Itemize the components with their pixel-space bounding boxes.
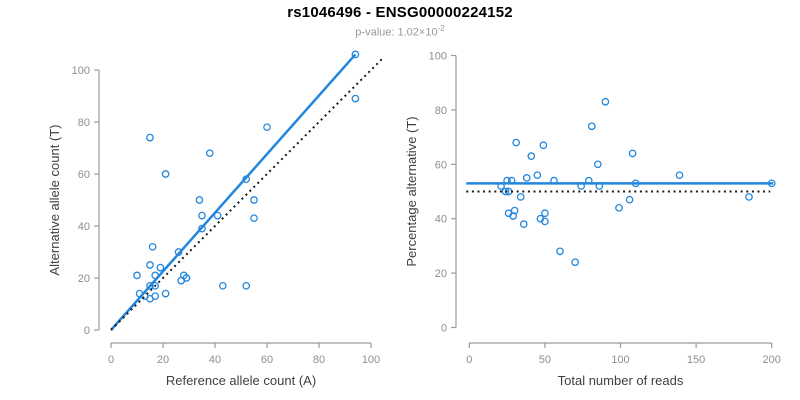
chart-title: rs1046496 - ENSG00000224152	[287, 4, 513, 21]
data-point	[501, 187, 510, 196]
data-point	[587, 122, 596, 131]
data-point	[146, 281, 154, 290]
data-point	[205, 149, 214, 158]
data-point	[198, 224, 206, 233]
x-tick-label: 50	[539, 354, 551, 366]
data-point	[218, 281, 227, 290]
data-point	[156, 263, 165, 272]
data-point	[522, 174, 531, 182]
x-tick-label: 40	[209, 354, 221, 366]
x-tick-label: 60	[261, 354, 273, 366]
data-point	[571, 258, 579, 267]
data-point	[182, 274, 191, 282]
data-point	[510, 206, 519, 215]
x-tick-label: 80	[313, 354, 325, 366]
y-tick-label: 100	[429, 51, 447, 63]
panel-percentage-vs-reads: 0 20 40 60 80 100 0 50 100 150 200 Total number of …	[404, 51, 781, 389]
data-point	[161, 289, 170, 298]
x-tick-label: 100	[362, 354, 380, 366]
data-point	[745, 193, 753, 201]
y-tick-label: 60	[435, 159, 447, 171]
y-tick-label: 40	[78, 221, 90, 233]
data-point	[625, 195, 634, 204]
y-tick-label: 80	[435, 105, 447, 117]
data-point	[539, 141, 548, 150]
p-value-subtitle: p-value: 1.02×10-2	[0, 24, 800, 39]
data-point	[263, 123, 271, 132]
x-tick-label: 150	[687, 354, 705, 366]
y-tick-label: 20	[435, 268, 447, 280]
data-point	[675, 171, 684, 180]
data-point	[556, 247, 564, 256]
data-point	[512, 138, 521, 147]
y-axis-title: Alternative allele count (T)	[47, 124, 62, 275]
data-point	[151, 281, 160, 290]
y-tick-label: 0	[441, 323, 447, 335]
x-tick-label: 100	[611, 354, 629, 366]
data-point	[146, 261, 154, 269]
data-point	[146, 133, 154, 142]
x-tick-label: 0	[466, 354, 472, 366]
data-point	[541, 209, 549, 218]
data-point	[628, 149, 637, 158]
data-point	[148, 242, 157, 251]
data-point	[527, 152, 536, 160]
data-point	[601, 97, 610, 106]
panel-allele-counts: 0 20 40 60 80 100 0 20 40 60 80 100 Reference allele…	[47, 50, 385, 388]
data-point	[533, 171, 542, 180]
data-point	[250, 214, 258, 223]
data-point	[516, 193, 525, 201]
y-tick-label: 100	[72, 65, 90, 77]
data-point	[615, 203, 623, 212]
data-point	[519, 220, 528, 228]
data-point	[133, 271, 141, 280]
data-point	[242, 281, 251, 290]
data-point	[250, 196, 258, 204]
data-point	[195, 196, 204, 204]
data-point	[351, 94, 360, 103]
x-tick-label: 0	[108, 354, 114, 366]
x-tick-label: 200	[763, 354, 781, 366]
x-axis-title: Total number of reads	[558, 373, 684, 388]
y-tick-label: 80	[78, 117, 90, 129]
y-tick-label: 40	[435, 214, 447, 226]
x-axis-title: Reference allele count (A)	[166, 373, 316, 388]
p-value-text: p-value: 1.02×10	[355, 26, 438, 39]
data-point	[213, 211, 222, 220]
data-point	[161, 170, 170, 178]
regression-line	[110, 53, 357, 331]
y-tick-label: 0	[84, 325, 90, 337]
y-tick-label: 60	[78, 169, 90, 181]
data-point	[351, 50, 360, 59]
data-point	[151, 292, 160, 301]
x-tick-label: 20	[157, 354, 169, 366]
data-point	[198, 211, 206, 220]
data-point	[593, 160, 602, 169]
y-axis-title: Percentage alternative (T)	[404, 116, 419, 266]
data-point	[541, 217, 549, 226]
y-tick-label: 20	[78, 273, 90, 285]
p-value-exponent: -2	[437, 24, 445, 33]
